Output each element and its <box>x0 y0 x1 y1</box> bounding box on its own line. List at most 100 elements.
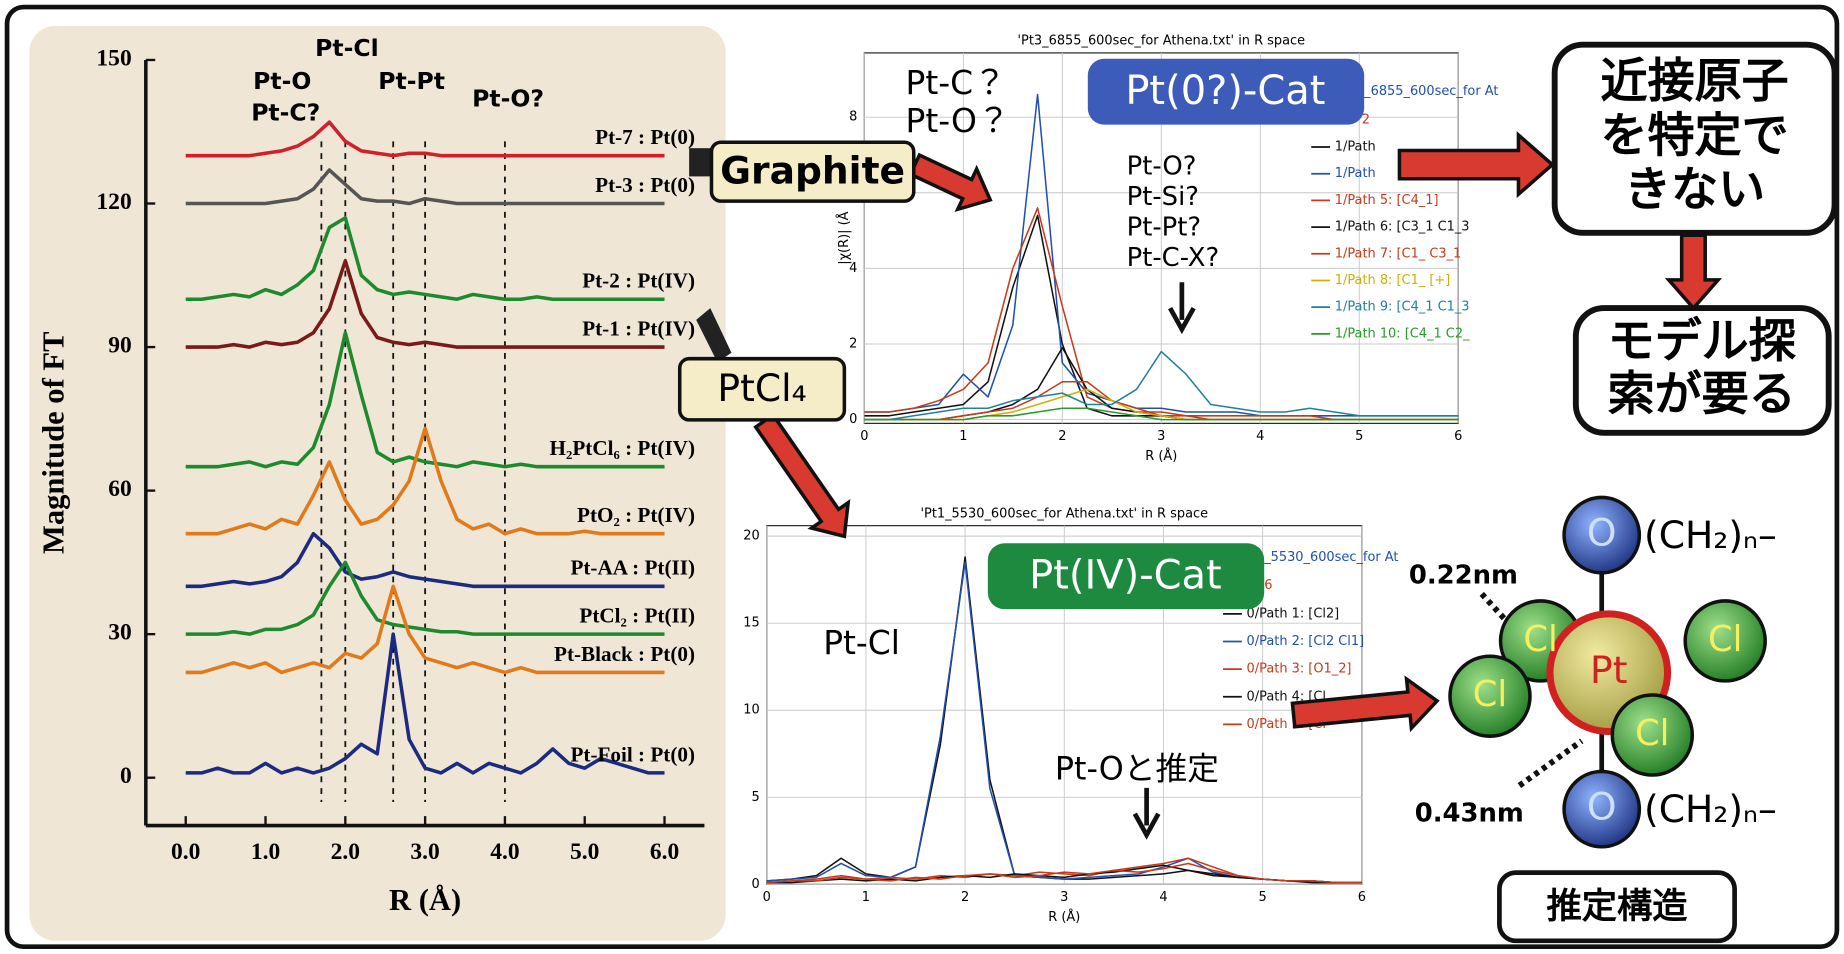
atom <box>1562 495 1642 575</box>
flow-text: を特定で <box>1601 108 1789 163</box>
x-tick-label: 3.0 <box>410 839 439 865</box>
atom <box>1448 654 1532 738</box>
series-line <box>864 350 1459 421</box>
candidate: Pt-O? <box>1127 151 1197 181</box>
x-tick-label: 1.0 <box>251 839 280 865</box>
peak-label: Pt-O? <box>472 84 544 112</box>
series-line <box>185 330 665 469</box>
x-tick-label: 3 <box>1157 429 1165 444</box>
series-label: Pt-1 : Pt(IV) <box>582 316 695 340</box>
x-tick-label: 6 <box>1454 429 1462 444</box>
y-axis-label: |χ(R)| (Å <box>836 211 852 264</box>
flow-box <box>1572 305 1832 436</box>
series-label: Pt-3 : Pt(0) <box>595 173 695 197</box>
left-panel <box>29 25 726 941</box>
flow-arrow <box>1664 233 1723 311</box>
cat-label: Pt(IV)-Cat <box>1029 552 1222 598</box>
peak-annotation: Pt-C？ <box>906 63 1007 102</box>
atom-label: Cl <box>1473 674 1507 715</box>
y-tick-label: 15 <box>743 616 759 631</box>
x-tick-label: 6.0 <box>650 839 679 865</box>
series-line <box>185 531 665 589</box>
flow-arrow <box>1290 675 1440 733</box>
flow-arrow <box>1397 131 1555 199</box>
structure-label: 推定構造 <box>1546 886 1687 927</box>
legend-label: 1/Path 5: [C4_1] <box>1335 193 1439 208</box>
distance-label: 0.22nm <box>1409 561 1518 591</box>
peak-label: Pt-C? <box>251 99 320 127</box>
y-axis-label: Magnitude of FT <box>36 332 70 554</box>
series-line <box>185 259 665 349</box>
legend-label: 0/Path 2: [Cl2 Cl1] <box>1247 634 1365 649</box>
y-tick-label: 60 <box>108 476 132 502</box>
series-line <box>185 632 665 775</box>
candidates: Pt-O? Pt-Si? Pt-Pt? Pt-C-X? <box>1127 151 1220 273</box>
x-tick-label: 1 <box>959 429 967 444</box>
candidate: Pt-C-X? <box>1127 243 1220 273</box>
legend-note: 2 <box>1362 112 1370 127</box>
peak-annotation: Pt-O？ <box>906 101 1010 140</box>
series-label: Pt-2 : Pt(IV) <box>582 269 695 293</box>
chain-label: (CH₂)ₙ– <box>1644 513 1777 557</box>
series-label: PtO₂ : Pt(IV) <box>577 503 695 527</box>
legend-note: _6855_600sec_for At <box>1363 84 1498 99</box>
series-line <box>185 560 665 636</box>
flow-box <box>1551 41 1838 236</box>
y-tick-label: 0 <box>849 412 857 427</box>
peak-label: Pt-O <box>253 67 311 95</box>
atom <box>1683 599 1767 683</box>
legend-note: _5530_600sec_for At <box>1263 550 1398 565</box>
y-tick-label: 0 <box>751 877 759 892</box>
arrow-tail <box>696 308 732 363</box>
atom <box>1610 693 1695 777</box>
flow-text: 近接原子 <box>1601 54 1789 109</box>
y-tick-label: 2 <box>849 336 857 351</box>
x-tick-label: 0.0 <box>171 839 200 865</box>
legend-label: 0/Path 3: [O1_2] <box>1247 662 1352 677</box>
x-axis-label: R (Å) <box>1048 909 1080 925</box>
series-label: Pt-7 : Pt(0) <box>595 125 695 149</box>
peak-label: Pt-Pt <box>378 67 445 95</box>
x-tick-label: 4 <box>1159 890 1167 905</box>
atom-label: Cl <box>1708 619 1742 660</box>
y-tick-label: 5 <box>751 790 759 805</box>
y-tick-label: 30 <box>108 620 132 646</box>
y-tick-label: 8 <box>849 110 857 125</box>
chart-title: 'Pt3_6855_600sec_for Athena.txt' in R sp… <box>1018 34 1306 49</box>
flow-box <box>1497 870 1737 944</box>
legend-label: 1/Path 9: [C4_1 C1_3 <box>1335 300 1470 315</box>
series-label: Pt-Black : Pt(0) <box>554 642 695 666</box>
ptcl4-label: PtCl₄ <box>717 366 806 410</box>
label-box <box>987 543 1265 610</box>
legend-label: 1/Path 7: [C1_ C3_1 <box>1335 246 1462 261</box>
legend-label: 1/Path 8: [C1_ [+] <box>1335 273 1451 288</box>
flow-text: 索が要る <box>1608 367 1796 422</box>
label-box <box>709 140 916 203</box>
x-tick-label: 0 <box>763 890 771 905</box>
y-tick-label: 90 <box>108 332 132 358</box>
x-tick-label: 1 <box>862 890 870 905</box>
flow-text: きない <box>1624 162 1765 217</box>
legend-label: 1/Path 10: [C4_1 C2_ <box>1335 326 1470 341</box>
series-line <box>185 216 665 301</box>
series-label: Pt-Foil : Pt(0) <box>570 742 695 766</box>
y-tick-label: 150 <box>96 45 131 71</box>
x-tick-label: 4 <box>1256 429 1264 444</box>
candidate: Pt-Si? <box>1127 182 1199 212</box>
label-box <box>677 356 847 422</box>
peak-label: Pt-Cl <box>315 34 379 62</box>
series-line <box>766 862 1362 884</box>
distance-label: 0.43nm <box>1415 798 1524 828</box>
x-tick-label: 2 <box>961 890 969 905</box>
x-tick-label: 6 <box>1358 890 1366 905</box>
left-annotations: Pt-O Pt-C? Pt-Cl Pt-Pt Pt-O? <box>251 34 544 127</box>
x-tick-label: 5 <box>1259 890 1267 905</box>
x-tick-label: 0 <box>860 429 868 444</box>
series-label: PtCl₂ : Pt(II) <box>579 604 695 628</box>
series-label: Pt-AA : Pt(II) <box>570 556 695 580</box>
series-line <box>185 120 665 158</box>
x-tick-label: 5.0 <box>570 839 599 865</box>
